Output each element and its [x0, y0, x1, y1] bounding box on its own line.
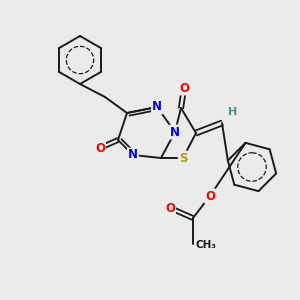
Text: N: N	[152, 100, 162, 113]
Text: H: H	[228, 107, 238, 117]
Text: O: O	[205, 190, 215, 202]
Text: O: O	[165, 202, 175, 214]
Text: S: S	[179, 152, 187, 164]
Text: CH₃: CH₃	[195, 240, 216, 250]
Text: O: O	[95, 142, 105, 154]
Text: N: N	[170, 125, 180, 139]
Text: N: N	[128, 148, 138, 161]
Text: O: O	[179, 82, 189, 94]
